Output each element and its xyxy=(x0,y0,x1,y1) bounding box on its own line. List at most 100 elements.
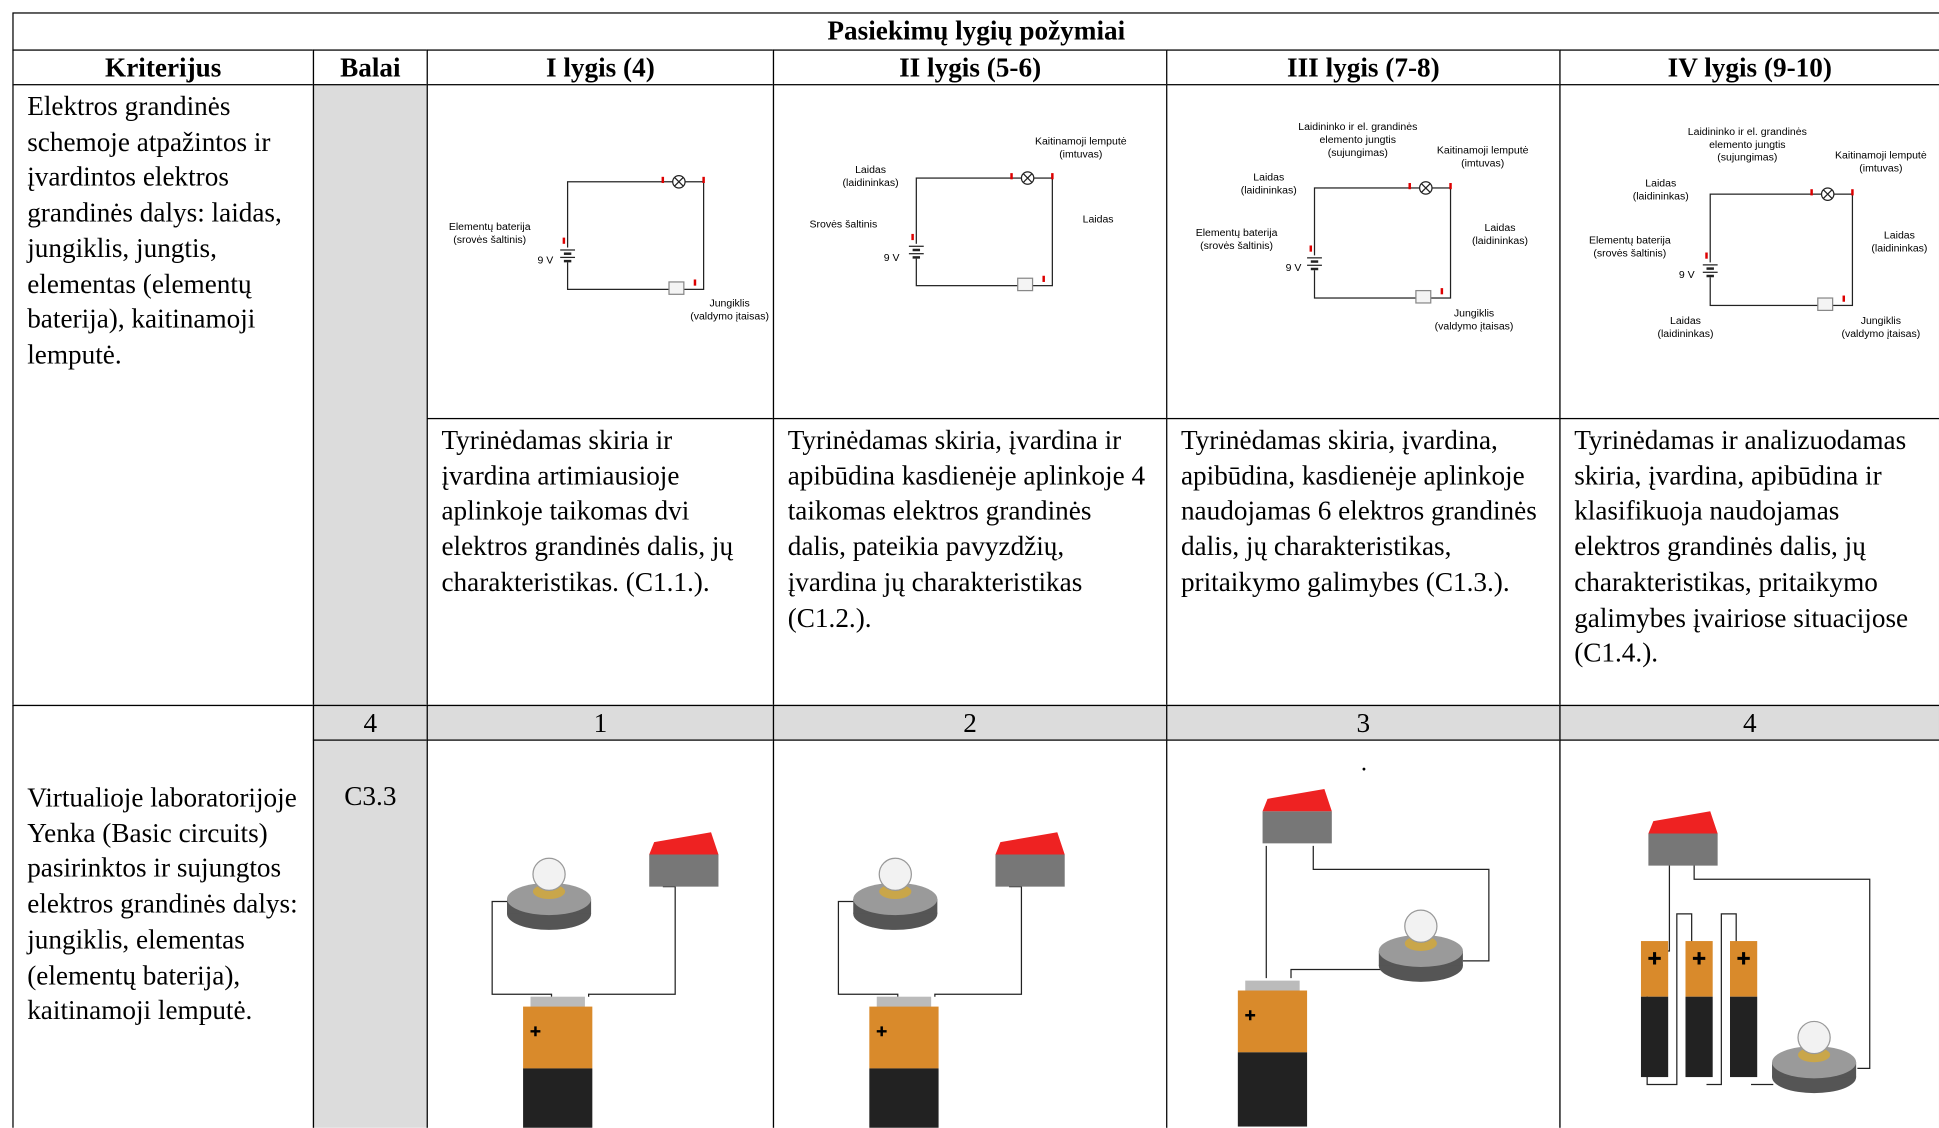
diagram-label: Kaitinamoji lemputė xyxy=(1035,136,1127,148)
terminal xyxy=(1449,183,1452,190)
diagram-label: Kaitinamoji lemputė xyxy=(1437,144,1529,156)
switch-body xyxy=(995,854,1065,887)
terminal xyxy=(1851,189,1854,196)
diagram-label: Elementų baterija xyxy=(449,221,531,233)
switch-rocker xyxy=(995,832,1065,855)
diagram-label: elemento jungtis xyxy=(1709,139,1785,151)
diagram-label: 9 V xyxy=(884,252,900,264)
diagram-label: 9 V xyxy=(1679,269,1695,281)
diagram-label: (laidininkas) xyxy=(1472,235,1528,247)
terminal xyxy=(1440,288,1444,295)
diagram-label: Laidininko ir el. grandinės xyxy=(1298,121,1417,133)
diagram-label: Laidas xyxy=(1670,315,1701,327)
diagram-label: Elementų baterija xyxy=(1589,235,1671,247)
description-cell: Tyrinėdamas skiria, įvardina, apibūdina,… xyxy=(1166,417,1561,707)
diagram-label: 9 V xyxy=(537,254,553,266)
circuit-illustration: . xyxy=(1237,749,1490,1127)
terminal xyxy=(1842,295,1846,302)
score-cell: 1 xyxy=(426,704,775,741)
battery-top xyxy=(1245,980,1300,993)
diagram-cell: Elementų baterija (srovės šaltinis) 9 V Jun… xyxy=(426,84,775,420)
diagram-cell: Laidininko ir el. grandinės elemento jung… xyxy=(1166,84,1561,420)
header-cell: Kriterijus xyxy=(12,49,315,86)
cell xyxy=(1730,996,1758,1078)
description-cell: Tyrinėdamas skiria, įvardina ir apibūdin… xyxy=(772,417,1168,707)
diagram-label: Jungiklis xyxy=(1454,308,1494,320)
wire xyxy=(588,886,676,997)
wire xyxy=(837,900,899,997)
score-cell: 2 xyxy=(772,704,1168,741)
wire xyxy=(1709,193,1854,307)
circuit-illustration xyxy=(1640,811,1871,1094)
diagram-label: (imtuvas) xyxy=(1059,149,1102,161)
bulb-glass xyxy=(1404,909,1438,943)
plus-sign xyxy=(530,1026,541,1037)
diagram-label: (valdymo įtaisas) xyxy=(690,311,769,323)
switch xyxy=(1817,297,1834,312)
plus-sign xyxy=(1245,1010,1256,1021)
circuit-diagram: Elementų baterija(srovės šaltinis) 9 V Jun… xyxy=(449,174,769,323)
plus-sign xyxy=(1648,952,1661,965)
header-cell: III lygis (7-8) xyxy=(1166,49,1561,86)
switch-rocker xyxy=(1262,788,1332,812)
battery xyxy=(1237,990,1308,1053)
circuit-diagram: Laidas(laidininkas)Kaitinamoji lemputė(i… xyxy=(810,136,1127,292)
wire xyxy=(1706,913,1737,1086)
diagram-label: Laidininko ir el. grandinės xyxy=(1688,126,1807,138)
diagram-label: (srovės šaltinis) xyxy=(1200,240,1273,252)
terminal xyxy=(1010,173,1013,180)
bulb-cross xyxy=(1421,183,1431,193)
battery-gap xyxy=(908,243,924,259)
switch-body xyxy=(1262,811,1332,844)
diagram-cell: Laidininko ir el. grandinės elemento jung… xyxy=(1559,84,1939,420)
wire xyxy=(915,177,1053,287)
wire xyxy=(1290,960,1385,979)
description-cell: Tyrinėdamas skiria ir įvardina artimiaus… xyxy=(426,417,775,707)
diagram-label: Laidas xyxy=(1253,172,1284,184)
cell xyxy=(1685,996,1713,1078)
bulb-glass xyxy=(532,857,566,891)
terminal xyxy=(693,279,697,286)
plus-sign xyxy=(876,1026,887,1037)
battery xyxy=(523,1068,593,1128)
score-cell: 4 xyxy=(1559,704,1939,741)
header-cell: II lygis (5-6) xyxy=(772,49,1168,86)
diagram-label: (srovės šaltinis) xyxy=(453,234,526,246)
battery xyxy=(869,1006,939,1069)
terminal xyxy=(911,233,914,241)
diagram-label: (imtuvas) xyxy=(1859,162,1902,174)
header-cell: Balai xyxy=(312,49,428,86)
switch xyxy=(1017,277,1034,292)
battery xyxy=(523,1006,593,1069)
diagram-label: Kaitinamoji lemputė xyxy=(1835,149,1927,161)
plus-sign xyxy=(1737,952,1750,965)
description-cell: Tyrinėdamas ir analizuodamas skiria, įva… xyxy=(1559,417,1939,707)
score-cell: 3 xyxy=(1166,704,1561,741)
switch-body xyxy=(649,854,719,887)
diagram-label: (srovės šaltinis) xyxy=(1593,248,1666,260)
diagram-label: Jungiklis xyxy=(709,298,749,310)
terminal xyxy=(562,237,566,244)
diagram-label: Laidas xyxy=(1645,178,1676,190)
terminal xyxy=(702,176,705,184)
table-title: Pasiekimų lygių požymiai xyxy=(12,12,1939,51)
diagram-label: Jungiklis xyxy=(1861,315,1901,327)
criterion-cell: Virtualioje laboratorijoje Yenka (Basic … xyxy=(12,704,315,1128)
criterion-cell: Elektros grandinės schemoje atpažintos i… xyxy=(12,84,315,707)
wire xyxy=(934,886,1023,997)
header-cell: IV lygis (9-10) xyxy=(1559,49,1939,86)
diagram-label: elemento jungtis xyxy=(1320,134,1396,146)
diagram-label: (sujungimas) xyxy=(1328,147,1388,159)
bulb-cross xyxy=(674,177,684,187)
score-cell: C3.3 xyxy=(312,739,428,1128)
diagram-label: Laidas xyxy=(1485,222,1516,234)
diagram-cell: Laidas (laidininkas) Kaitinamoji lemputė (i… xyxy=(772,84,1168,420)
battery xyxy=(869,1068,939,1128)
diagram-label: Elementų baterija xyxy=(1196,227,1278,239)
note: . xyxy=(1361,749,1367,776)
image-cell xyxy=(772,739,1168,1128)
cell xyxy=(1685,941,1713,997)
diagram-label: (laidininkas) xyxy=(1871,243,1927,255)
